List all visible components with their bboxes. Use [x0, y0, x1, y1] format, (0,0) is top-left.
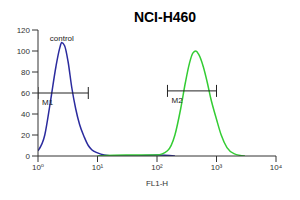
svg-text:80: 80: [21, 68, 30, 77]
svg-text:60: 60: [21, 89, 30, 98]
svg-text:120: 120: [17, 26, 31, 35]
html-text:NCI-H460: NCI-H460: [133, 9, 197, 25]
svg-text:10³: 10³: [211, 163, 223, 172]
svg-text:10⁴: 10⁴: [270, 163, 283, 172]
svg-text:M2: M2: [171, 96, 183, 105]
svg-text:control: control: [50, 34, 74, 43]
svg-text:0: 0: [26, 152, 31, 161]
svg-text:10²: 10²: [151, 163, 163, 172]
svg-text:M1: M1: [42, 98, 54, 107]
svg-text:20: 20: [21, 131, 30, 140]
svg-text:40: 40: [21, 110, 30, 119]
svg-text:10¹: 10¹: [92, 163, 104, 172]
svg-text:100: 100: [17, 47, 31, 56]
svg-text:10⁰: 10⁰: [32, 163, 44, 172]
svg-text:FL1-H: FL1-H: [146, 179, 168, 188]
